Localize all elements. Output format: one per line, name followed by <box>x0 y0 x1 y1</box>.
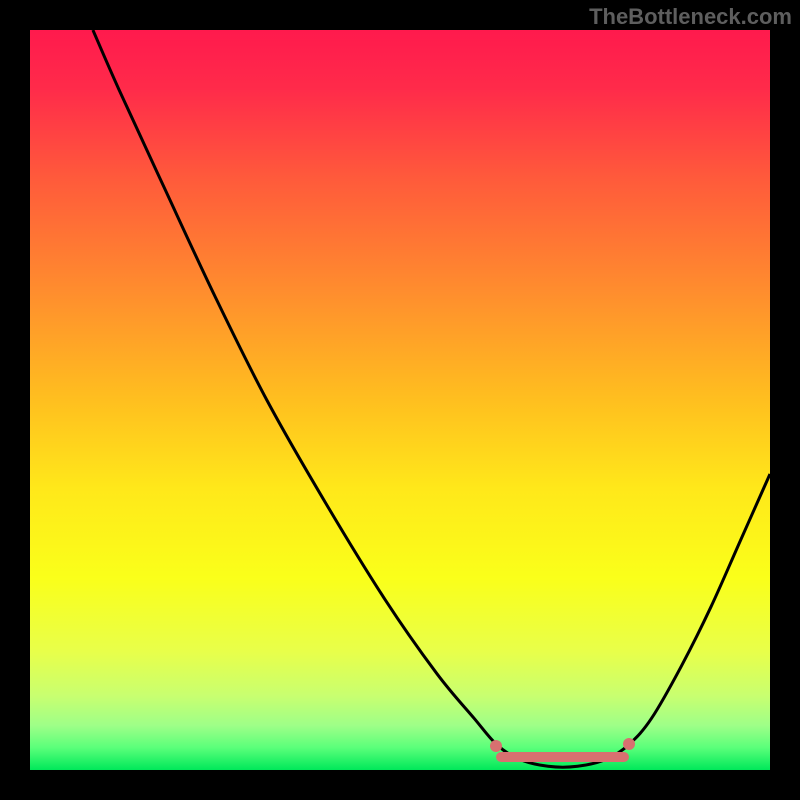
watermark-text: TheBottleneck.com <box>589 4 792 30</box>
chart-plot-area <box>30 30 770 770</box>
optimal-range-band <box>496 752 629 762</box>
chart-curve <box>30 30 770 770</box>
